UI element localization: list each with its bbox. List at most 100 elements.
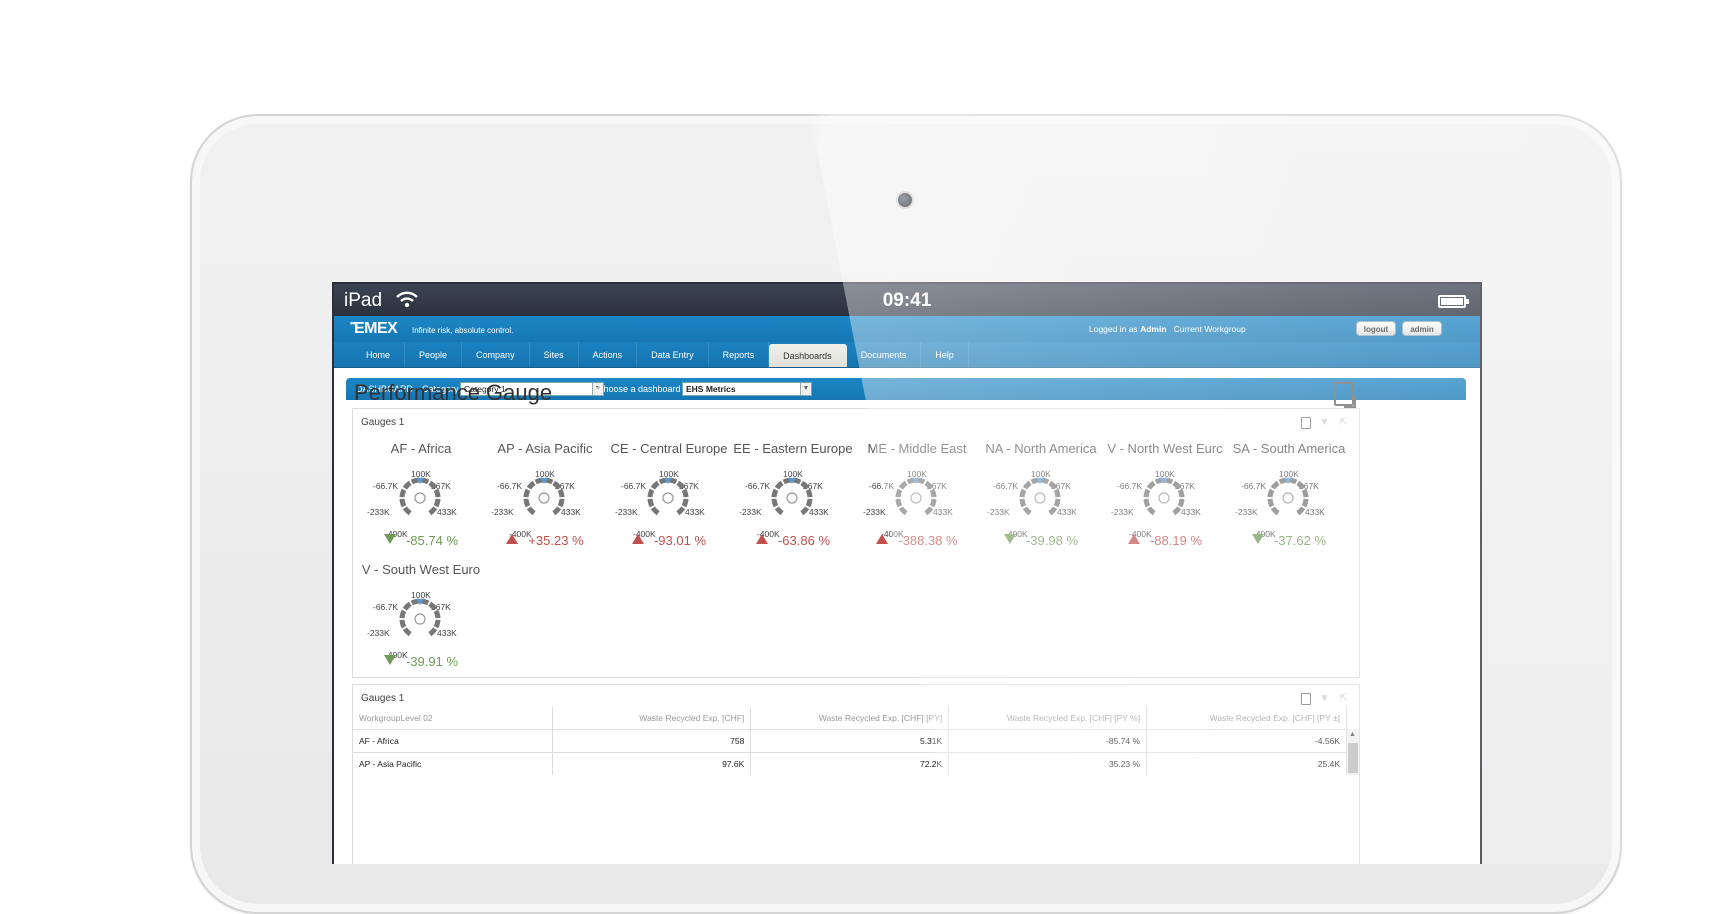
gauge-title: AP - Asia Pacific bbox=[497, 441, 593, 456]
gauge-value: -88.19 % bbox=[1103, 533, 1227, 548]
current-workgroup-link[interactable]: Current Workgroup bbox=[1173, 324, 1246, 334]
panel-tools: ▼ ⇱ bbox=[1301, 417, 1349, 429]
table-cell: 758 bbox=[552, 728, 752, 752]
gauge-value: -39.91 % bbox=[359, 654, 483, 669]
gauge: CE - Central Europe 100K -66.7K 267K -233K 43… bbox=[607, 441, 731, 559]
gauge-tick-label: -400K bbox=[509, 529, 532, 539]
gauge-tick-label: 100K bbox=[411, 590, 431, 600]
triangle-up-icon bbox=[631, 534, 644, 544]
gauge-tick-label: -400K bbox=[881, 529, 904, 539]
data-grid: WorkgroupLevel 02 Waste Recycled Exp. [CH… bbox=[353, 707, 1347, 775]
gauge-tick-label: -400K bbox=[385, 650, 408, 660]
column-header[interactable]: Waste Recycled Exp. [CHF] [PY] bbox=[750, 707, 950, 729]
chevron-down-icon[interactable]: ▼ bbox=[800, 383, 811, 395]
tab-reports[interactable]: Reports bbox=[709, 342, 770, 367]
gauge-tick-label: -400K bbox=[1005, 529, 1028, 539]
login-info: Logged in as Admin Current Workgroup bbox=[1089, 324, 1246, 334]
panel-title: Gauges 1 bbox=[361, 417, 405, 428]
tab-data-entry[interactable]: Data Entry bbox=[637, 342, 709, 367]
triangle-down-icon bbox=[383, 534, 396, 544]
gauge-tick-label: -233K bbox=[987, 507, 1010, 517]
table-cell: AP - Asia Pacific bbox=[353, 751, 554, 775]
triangle-down-icon bbox=[1003, 534, 1016, 544]
gauge-tick-label: -233K bbox=[491, 507, 514, 517]
tab-sites[interactable]: Sites bbox=[530, 342, 579, 367]
gauge: EE - Eastern Europe 100K -66.7K 267K -233K 43… bbox=[731, 441, 855, 559]
table-row[interactable]: AF - Africa 758 5.31K -85.74 % -4.56K bbox=[353, 728, 1347, 752]
gauge: NA - North America 100K -66.7K 267K -233K 433… bbox=[979, 441, 1103, 559]
gauge-tick-label: 100K bbox=[1155, 469, 1175, 479]
gauge-tick-label: 100K bbox=[659, 469, 679, 479]
tab-people[interactable]: People bbox=[405, 342, 463, 367]
tab-documents[interactable]: Documents bbox=[847, 342, 922, 367]
logo-text: EMEX bbox=[354, 320, 398, 337]
scrollbar[interactable]: ▲ bbox=[1347, 729, 1359, 775]
drill-up-icon[interactable]: ⇱ bbox=[1339, 693, 1348, 704]
column-header[interactable]: Waste Recycled Exp. [CHF] bbox=[552, 707, 752, 729]
triangle-up-icon bbox=[1127, 534, 1140, 544]
export-icon[interactable] bbox=[1301, 693, 1311, 705]
column-header[interactable]: WorkgroupLevel 02 bbox=[353, 707, 554, 729]
column-header[interactable]: Waste Recycled Exp. [CHF] [PY ±] bbox=[1146, 707, 1347, 729]
table-row[interactable]: AP - Asia Pacific 97.6K 72.2K 35.23 % 25.4K bbox=[353, 751, 1347, 775]
table-cell: 25.4K bbox=[1146, 751, 1347, 775]
gauge-tick-label: 433K bbox=[1181, 507, 1201, 517]
export-icon[interactable] bbox=[1301, 417, 1311, 429]
column-header[interactable]: Waste Recycled Exp. [CHF] [PY %] bbox=[948, 707, 1148, 729]
gauge-value: -388.38 % bbox=[855, 533, 979, 548]
gauge-tick-label: -66.7K bbox=[1241, 481, 1267, 491]
gauge-tick-label: 433K bbox=[933, 507, 953, 517]
tab-actions[interactable]: Actions bbox=[579, 342, 638, 367]
tab-company[interactable]: Company bbox=[462, 342, 530, 367]
scroll-up-icon[interactable]: ▲ bbox=[1349, 731, 1356, 738]
gauge-dial bbox=[771, 477, 813, 516]
gauge-tick-label: 433K bbox=[685, 507, 705, 517]
gauge-tick-label: -66.7K bbox=[1117, 481, 1143, 491]
filter-icon[interactable]: ▼ bbox=[1319, 417, 1330, 428]
drill-up-icon[interactable]: ⇱ bbox=[1339, 417, 1348, 428]
gauge-value-text: -37.62 % bbox=[1273, 533, 1327, 548]
tab-help[interactable]: Help bbox=[921, 342, 969, 367]
gauge-tick-label: 100K bbox=[1279, 469, 1299, 479]
gauge-value-text: +35.23 % bbox=[528, 533, 584, 548]
gauge: SA - South America 100K -66.7K 267K -233K 433… bbox=[1227, 441, 1351, 559]
gauge-tick-label: 100K bbox=[535, 469, 555, 479]
ipad-screen: iPad 09:41 •• EMEX Infinite risk, absolut… bbox=[332, 282, 1482, 864]
category-label: Category bbox=[422, 384, 459, 394]
triangle-up-icon bbox=[755, 534, 768, 544]
admin-button[interactable]: admin bbox=[1402, 321, 1442, 336]
gauge-tick-label: 267K bbox=[927, 481, 947, 491]
tab-home[interactable]: Home bbox=[352, 342, 406, 367]
logout-button[interactable]: logout bbox=[1356, 321, 1396, 336]
gauge-tick-label: 267K bbox=[1051, 481, 1071, 491]
gauge-tick-label: 433K bbox=[437, 507, 457, 517]
wifi-icon bbox=[396, 291, 418, 308]
table-panel: Gauges 1 ▼ ⇱ WorkgroupLevel 02 Waste Recy… bbox=[352, 684, 1360, 864]
category-select[interactable]: Category 1 ▼ bbox=[460, 382, 604, 396]
gauge-tick-label: 100K bbox=[783, 469, 803, 479]
gauge-title: SA - South America bbox=[1232, 441, 1346, 456]
gauge-title: AF - Africa bbox=[390, 441, 452, 456]
gauge-value: -85.74 % bbox=[359, 533, 483, 548]
page-title: Performance Gauge bbox=[354, 380, 553, 405]
gauge-tick-label: 267K bbox=[431, 481, 451, 491]
table-cell: 72.2K bbox=[750, 751, 950, 775]
tab-dashboards[interactable]: Dashboards bbox=[769, 344, 847, 367]
gauge-tick-label: 100K bbox=[907, 469, 927, 479]
device-label: iPad bbox=[344, 290, 383, 311]
gauge-tick-label: 267K bbox=[431, 602, 451, 612]
gauge-tick-label: 433K bbox=[437, 628, 457, 638]
gauge-tick-label: 267K bbox=[1299, 481, 1319, 491]
gauge-value: +35.23 % bbox=[483, 533, 607, 548]
gauge-tick-label: -233K bbox=[1111, 507, 1134, 517]
filter-icon[interactable]: ▼ bbox=[1319, 693, 1330, 704]
export-icon[interactable] bbox=[1334, 382, 1356, 408]
chevron-down-icon[interactable]: ▼ bbox=[592, 383, 603, 395]
gauge-tick-label: -400K bbox=[633, 529, 656, 539]
gauge: AP - Asia Pacific 100K -66.7K 267K -233K 433K… bbox=[483, 441, 607, 559]
gauge: AF - Africa 100K -66.7K 267K -233K 433K -400K -… bbox=[359, 441, 483, 559]
dashboard-select[interactable]: EHS Metrics ▼ bbox=[682, 382, 812, 396]
gauge-dial bbox=[895, 477, 937, 516]
gauge-title: ME - Middle East bbox=[867, 441, 967, 456]
triangle-up-icon bbox=[876, 534, 889, 544]
